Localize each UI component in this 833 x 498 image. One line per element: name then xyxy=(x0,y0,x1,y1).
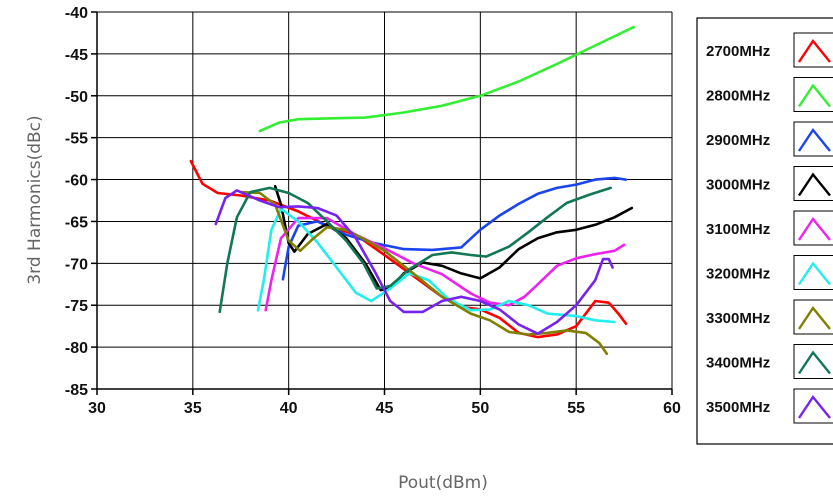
legend-label-2800MHz: 2800MHz xyxy=(706,88,770,105)
legend-swatch-box xyxy=(793,299,833,335)
series-line-2900MHz xyxy=(281,176,628,281)
y-tick-label: -60 xyxy=(65,173,88,190)
x-tick-label: 50 xyxy=(471,400,489,417)
axis-lines xyxy=(91,11,673,395)
y-tick-label: -75 xyxy=(65,298,88,315)
series-line-3000MHz xyxy=(273,185,634,292)
x-tick-label: 45 xyxy=(376,400,394,417)
legend-label-3300MHz: 3300MHz xyxy=(706,310,770,327)
y-axis-title: 3rd Harmonics(dBc) xyxy=(25,115,45,284)
x-tick-label: 60 xyxy=(663,400,681,417)
series-lines xyxy=(189,25,635,356)
legend-label-3500MHz: 3500MHz xyxy=(706,399,770,416)
y-tick-label: -55 xyxy=(65,131,88,148)
x-axis-title: Pout(dBm) xyxy=(398,473,488,493)
x-tick-label: 30 xyxy=(88,400,106,417)
series-line-3200MHz xyxy=(256,207,616,324)
y-tick-label: -65 xyxy=(65,214,88,231)
legend-swatch-line xyxy=(798,216,831,241)
x-tick-label: 35 xyxy=(184,400,202,417)
series-line-2800MHz xyxy=(258,25,635,133)
y-tick-label: -85 xyxy=(65,382,88,399)
series-line-3300MHz xyxy=(239,190,609,356)
legend-swatch-line xyxy=(798,394,831,419)
legend-swatch-line xyxy=(798,83,831,108)
legend-label-3100MHz: 3100MHz xyxy=(706,221,770,238)
y-tick-label: -70 xyxy=(65,256,88,273)
legend-label-3000MHz: 3000MHz xyxy=(706,177,770,194)
series-line-3400MHz xyxy=(218,186,612,314)
legend-label-2700MHz: 2700MHz xyxy=(706,43,770,60)
legend-swatch-line xyxy=(798,38,831,63)
y-tick-label: -40 xyxy=(65,5,88,22)
legend-swatch-line xyxy=(798,127,831,152)
legend-label-3400MHz: 3400MHz xyxy=(706,355,770,372)
x-tick-label: 55 xyxy=(567,400,585,417)
legend: 2700MHz 2800MHz 2900MHz 3000MHz 3100MHz 3200M… xyxy=(696,17,833,445)
legend-swatch-line xyxy=(798,261,831,286)
legend-swatch-line xyxy=(798,172,831,197)
x-tick-label: 40 xyxy=(280,400,298,417)
legend-label-2900MHz: 2900MHz xyxy=(706,132,770,149)
legend-label-3200MHz: 3200MHz xyxy=(706,266,770,283)
legend-swatch-line xyxy=(798,305,831,330)
y-tick-label: -80 xyxy=(65,340,88,357)
legend-swatch-line xyxy=(798,350,831,375)
series-line-3500MHz xyxy=(214,189,614,335)
grid xyxy=(96,11,673,390)
y-tick-label: -45 xyxy=(65,47,88,64)
y-tick-label: -50 xyxy=(65,89,88,106)
series-line-3100MHz xyxy=(264,216,626,312)
